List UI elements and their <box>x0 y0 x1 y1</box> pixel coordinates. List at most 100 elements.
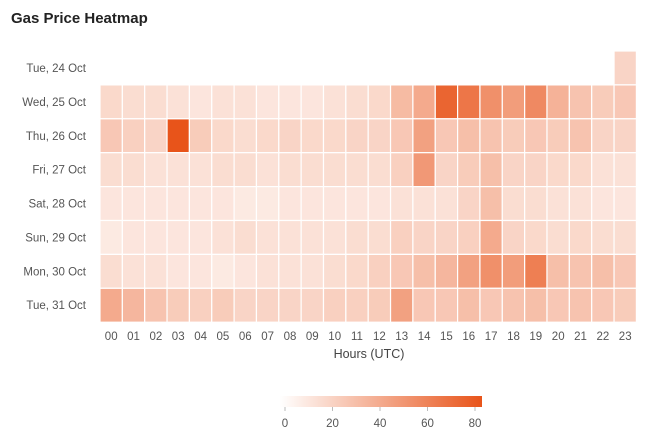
heatmap-cell <box>434 219 459 256</box>
heatmap-cell <box>278 253 302 289</box>
heatmap-cell <box>144 186 168 222</box>
heatmap-cell <box>412 152 436 188</box>
heatmap-cell <box>166 287 191 323</box>
heatmap-cell <box>300 118 325 154</box>
heatmap-cell <box>591 219 615 256</box>
heatmap-cell <box>255 287 280 323</box>
heatmap-cell <box>188 118 213 154</box>
heatmap-cell <box>457 253 481 289</box>
heatmap-cell <box>233 118 258 154</box>
heatmap-cell <box>524 287 548 323</box>
heatmap-cell <box>300 186 325 222</box>
heatmap-cell <box>546 186 570 222</box>
heatmap-cell <box>367 186 392 222</box>
heatmap-cell <box>233 186 258 222</box>
heatmap-cell <box>367 118 392 154</box>
heatmap-cell <box>166 84 191 120</box>
heatmap-cell <box>255 84 280 120</box>
heatmap-cell <box>591 118 615 154</box>
heatmap-cells <box>99 50 637 323</box>
heatmap-cell <box>613 253 637 289</box>
heatmap-cell <box>367 253 392 289</box>
heatmap-cell <box>524 84 548 120</box>
heatmap-cell <box>322 118 347 154</box>
heatmap-cell <box>166 186 191 222</box>
heatmap-cell <box>389 219 414 256</box>
heatmap-cell <box>278 152 302 188</box>
y-tick-label: Tue, 31 Oct <box>26 300 86 312</box>
x-tick-label: 13 <box>395 331 408 343</box>
heatmap-cell <box>121 118 146 154</box>
heatmap-cell <box>479 118 503 154</box>
heatmap-cell <box>278 118 302 154</box>
y-tick-label: Sun, 29 Oct <box>25 232 87 244</box>
heatmap-cell <box>121 84 146 120</box>
heatmap-cell <box>457 219 481 256</box>
heatmap-cell <box>345 152 369 188</box>
y-tick-label: Sat, 28 Oct <box>28 199 86 211</box>
heatmap-cell <box>322 186 347 222</box>
heatmap-cell <box>255 152 280 188</box>
x-tick-label: 19 <box>529 331 542 343</box>
heatmap-cell <box>367 219 392 256</box>
heatmap-cell <box>457 186 481 222</box>
heatmap-cell <box>501 287 526 323</box>
heatmap-cell <box>546 118 570 154</box>
heatmap-cell <box>144 84 168 120</box>
y-tick-label: Wed, 25 Oct <box>22 97 87 109</box>
heatmap-cell <box>613 186 637 222</box>
heatmap-cell <box>524 152 548 188</box>
heatmap-cell <box>144 152 168 188</box>
heatmap-cell <box>546 287 570 323</box>
heatmap-cell <box>479 219 503 256</box>
legend-tick-label: 80 <box>469 418 482 430</box>
heatmap-cell <box>255 118 280 154</box>
heatmap-cell <box>389 152 414 188</box>
heatmap-cell <box>613 118 637 154</box>
x-tick-label: 04 <box>194 331 207 343</box>
heatmap-cell <box>501 186 526 222</box>
heatmap-cell <box>121 287 146 323</box>
y-tick-label: Mon, 30 Oct <box>23 266 86 278</box>
heatmap-cell <box>345 186 369 222</box>
heatmap-cell <box>524 253 548 289</box>
heatmap-cell <box>300 84 325 120</box>
heatmap-cell <box>524 186 548 222</box>
x-tick-label: 05 <box>217 331 230 343</box>
heatmap-cell <box>434 287 459 323</box>
x-tick-label: 10 <box>328 331 341 343</box>
x-tick-label: 07 <box>261 331 274 343</box>
heatmap-cell <box>568 152 593 188</box>
x-tick-label: 03 <box>172 331 185 343</box>
heatmap-cell <box>322 287 347 323</box>
x-tick-label: 16 <box>462 331 475 343</box>
heatmap-cell <box>144 118 168 154</box>
x-tick-label: 08 <box>284 331 297 343</box>
heatmap-cell <box>300 219 325 256</box>
heatmap-cell <box>300 253 325 289</box>
heatmap-cell <box>211 84 235 120</box>
heatmap-cell <box>591 84 615 120</box>
heatmap-cell <box>188 84 213 120</box>
y-tick-label: Tue, 24 Oct <box>26 63 86 75</box>
heatmap-cell <box>99 287 123 323</box>
heatmap-cell <box>524 219 548 256</box>
heatmap-cell <box>434 118 459 154</box>
heatmap-cell <box>568 118 593 154</box>
heatmap-cell <box>568 253 593 289</box>
heatmap-cell <box>389 287 414 323</box>
heatmap-cell <box>211 287 235 323</box>
heatmap-cell <box>166 219 191 256</box>
x-tick-label: 11 <box>351 331 363 343</box>
heatmap-cell <box>322 219 347 256</box>
heatmap-cell <box>166 152 191 188</box>
heatmap-cell <box>613 287 637 323</box>
legend-tick-label: 60 <box>421 418 434 430</box>
heatmap-cell <box>434 186 459 222</box>
heatmap-cell <box>255 219 280 256</box>
heatmap-cell <box>434 152 459 188</box>
heatmap-cell <box>367 152 392 188</box>
heatmap-cell <box>457 84 481 120</box>
heatmap-cell <box>345 253 369 289</box>
heatmap-cell <box>345 287 369 323</box>
